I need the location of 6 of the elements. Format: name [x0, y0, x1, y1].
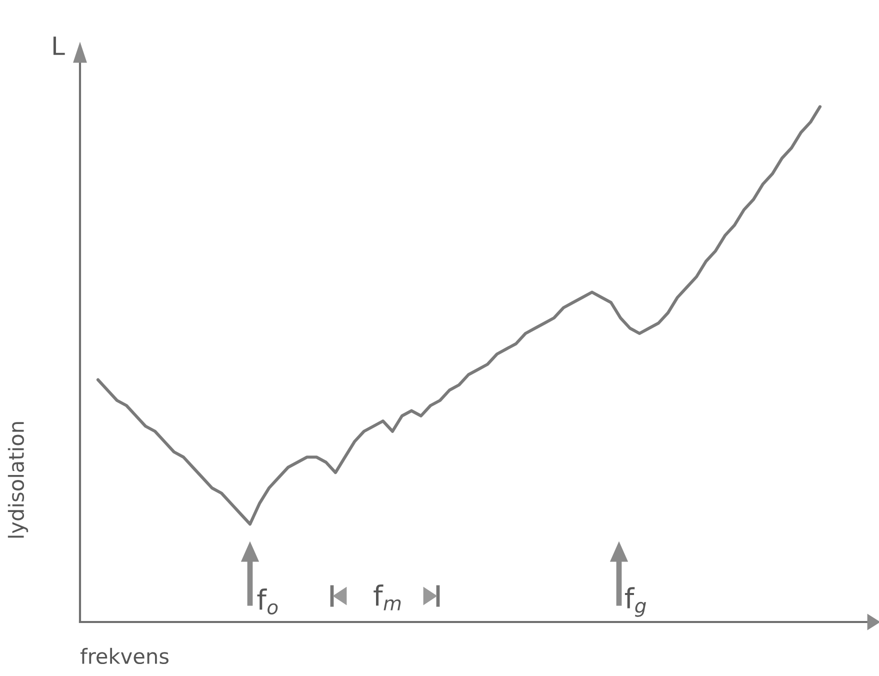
- text: L: [53, 36, 65, 55]
- x-axis-title: frekvens: [80, 648, 168, 664]
- annotation: f$_{m}$: [374, 584, 401, 610]
- annotation: f$_{g}$: [624, 587, 646, 617]
- annotation: f$_{o}$: [257, 588, 278, 614]
- y-axis-title: lydisolation: [8, 422, 28, 538]
